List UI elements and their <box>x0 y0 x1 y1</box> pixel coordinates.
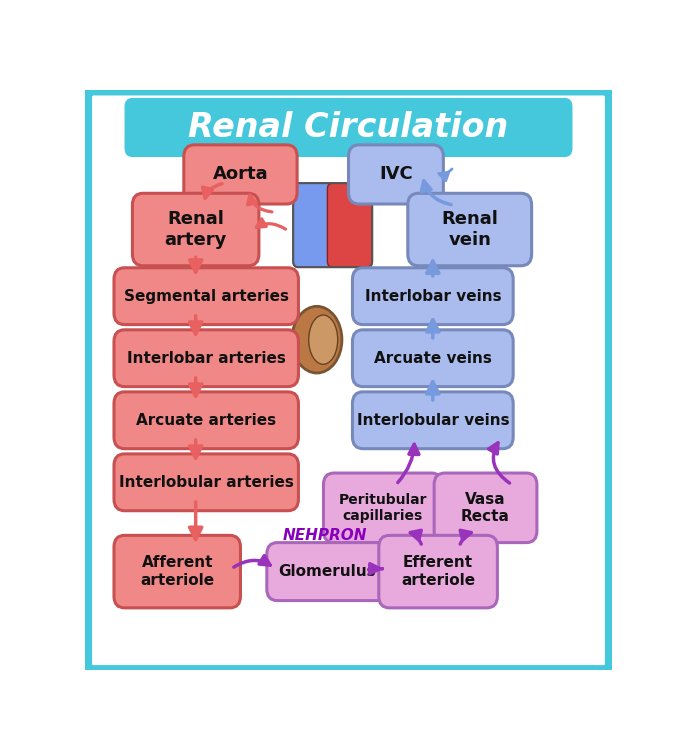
Text: Glomerulus: Glomerulus <box>279 564 376 579</box>
FancyBboxPatch shape <box>327 183 372 267</box>
Text: Interlobular veins: Interlobular veins <box>356 413 509 428</box>
Text: Segmental arteries: Segmental arteries <box>124 288 289 303</box>
FancyBboxPatch shape <box>352 330 513 386</box>
Text: Arcuate veins: Arcuate veins <box>374 351 492 366</box>
FancyBboxPatch shape <box>379 535 497 608</box>
Text: Aorta: Aorta <box>213 166 269 184</box>
Text: Renal
artery: Renal artery <box>165 210 227 249</box>
Text: Interlobar arteries: Interlobar arteries <box>126 351 286 366</box>
Text: Peritubular
capillaries: Peritubular capillaries <box>339 492 427 523</box>
Text: Interlobular arteries: Interlobular arteries <box>119 475 294 489</box>
Ellipse shape <box>309 315 338 364</box>
FancyBboxPatch shape <box>434 473 537 543</box>
FancyBboxPatch shape <box>114 268 299 325</box>
FancyBboxPatch shape <box>352 392 513 449</box>
FancyBboxPatch shape <box>352 268 513 325</box>
FancyBboxPatch shape <box>114 330 299 386</box>
Text: NEHPRON: NEHPRON <box>282 528 367 543</box>
FancyBboxPatch shape <box>324 473 442 543</box>
FancyBboxPatch shape <box>408 194 532 266</box>
FancyBboxPatch shape <box>114 535 241 608</box>
Text: IVC: IVC <box>379 166 413 184</box>
Text: Afferent
arteriole: Afferent arteriole <box>140 556 214 588</box>
FancyBboxPatch shape <box>293 183 338 267</box>
Text: Interlobar veins: Interlobar veins <box>364 288 501 303</box>
Ellipse shape <box>292 306 342 373</box>
FancyBboxPatch shape <box>267 543 388 601</box>
Text: Renal Circulation: Renal Circulation <box>188 111 509 144</box>
FancyBboxPatch shape <box>133 194 259 266</box>
Text: Arcuate arteries: Arcuate arteries <box>136 413 276 428</box>
Text: Vasa
Recta: Vasa Recta <box>461 492 510 524</box>
FancyBboxPatch shape <box>184 145 297 204</box>
FancyBboxPatch shape <box>114 454 299 511</box>
FancyBboxPatch shape <box>348 145 443 204</box>
FancyBboxPatch shape <box>124 98 573 157</box>
Text: Renal
vein: Renal vein <box>441 210 498 249</box>
Text: Efferent
arteriole: Efferent arteriole <box>401 556 475 588</box>
FancyBboxPatch shape <box>114 392 299 449</box>
